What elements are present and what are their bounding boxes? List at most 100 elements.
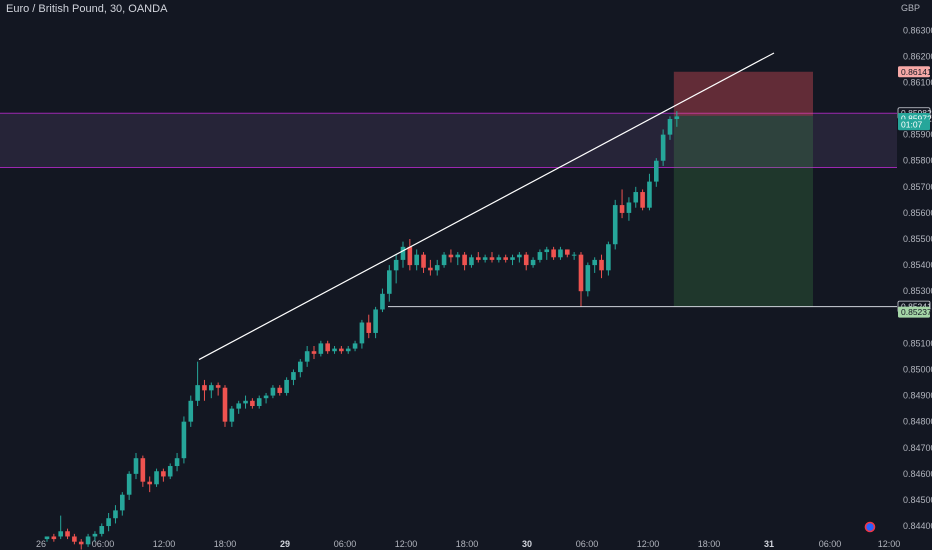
candle-up	[387, 270, 392, 294]
trendline[interactable]	[198, 52, 775, 361]
candle-down	[72, 536, 77, 542]
candle-down	[551, 249, 556, 258]
candle-up	[345, 348, 351, 352]
candle-up	[558, 249, 563, 258]
candle-down	[339, 348, 344, 352]
candle-up	[537, 252, 543, 260]
candle-down	[161, 471, 166, 477]
candle-up	[188, 400, 194, 422]
candle-down	[428, 267, 433, 271]
x-tick-label: 29	[280, 539, 290, 549]
candle-up	[414, 254, 419, 266]
candle-up	[544, 249, 550, 253]
price-tag[interactable]	[898, 306, 930, 318]
candle-down	[578, 254, 584, 292]
candle-up	[585, 265, 591, 292]
candle-up	[174, 458, 180, 467]
candle-down	[503, 257, 508, 260]
candle-up	[660, 134, 666, 161]
x-tick-label: 31	[764, 539, 774, 549]
candle-down	[51, 536, 57, 540]
candle-up	[92, 533, 98, 537]
candle-up	[359, 322, 365, 344]
candle-up	[263, 395, 269, 399]
candle-up	[592, 259, 597, 266]
candle-up	[209, 385, 214, 391]
candle-up	[380, 293, 385, 310]
candle-up	[373, 309, 378, 333]
candle-down	[140, 458, 146, 482]
candle-up	[133, 458, 139, 474]
candle-up	[517, 254, 522, 258]
candle-down	[325, 343, 330, 352]
candle-down	[407, 246, 413, 266]
candle-up	[304, 351, 310, 362]
candle-down	[78, 541, 84, 545]
candle-down	[489, 257, 495, 260]
x-tick-label: 06:00	[92, 539, 115, 549]
x-tick-label: 06:00	[334, 539, 357, 549]
symbol-title[interactable]: Euro / British Pound, 30, OANDA	[6, 3, 168, 15]
candle-up	[441, 254, 447, 266]
candle-up	[393, 259, 399, 271]
x-tick-label: 18:00	[214, 539, 237, 549]
take-profit-box[interactable]	[673, 115, 813, 307]
candle-down	[215, 385, 221, 388]
candle-down	[147, 481, 152, 485]
candle-down	[222, 387, 228, 422]
candle-down	[202, 385, 207, 391]
candle-up	[571, 254, 577, 256]
price-tag-label: 0.85237	[901, 307, 932, 317]
y-tick-label: 0.84400	[903, 521, 932, 531]
candle-down	[366, 322, 372, 333]
candle-up	[667, 118, 673, 135]
candle-up	[154, 471, 159, 485]
x-tick-label: 18:00	[698, 539, 721, 549]
candle-up	[195, 385, 200, 401]
stop-loss-box[interactable]	[673, 71, 813, 116]
candle-down	[523, 254, 529, 266]
price-tag[interactable]	[898, 66, 930, 78]
candle-down	[475, 257, 481, 260]
candle-up	[530, 259, 536, 266]
candle-up	[332, 348, 337, 352]
candle-up	[126, 473, 132, 495]
candle-up	[496, 257, 502, 260]
candle-down	[277, 387, 283, 393]
candle-up	[434, 265, 440, 271]
candle-down	[311, 351, 317, 354]
candle-down	[448, 254, 454, 258]
candle-up	[181, 421, 187, 459]
candle-up	[298, 361, 303, 373]
candle-up	[400, 246, 406, 260]
candle-up	[291, 372, 296, 380]
x-tick-label: 26	[36, 539, 46, 549]
candle-up	[58, 531, 63, 537]
candle-up	[236, 403, 241, 409]
x-tick-label: 12:00	[153, 539, 176, 549]
x-tick-label: 18:00	[456, 539, 479, 549]
candle-up	[318, 343, 324, 354]
candle-up	[256, 398, 262, 407]
candle-down	[564, 249, 570, 255]
candle-up	[469, 257, 474, 266]
candle-down	[640, 192, 645, 208]
price-tag[interactable]	[898, 119, 930, 131]
zone-rect[interactable]	[0, 113, 897, 168]
broker-logo-icon[interactable]	[864, 521, 876, 533]
candle-up	[612, 205, 618, 245]
x-tick-label: 12:00	[637, 539, 660, 549]
candle-up	[510, 257, 515, 260]
candle-up	[229, 408, 235, 422]
